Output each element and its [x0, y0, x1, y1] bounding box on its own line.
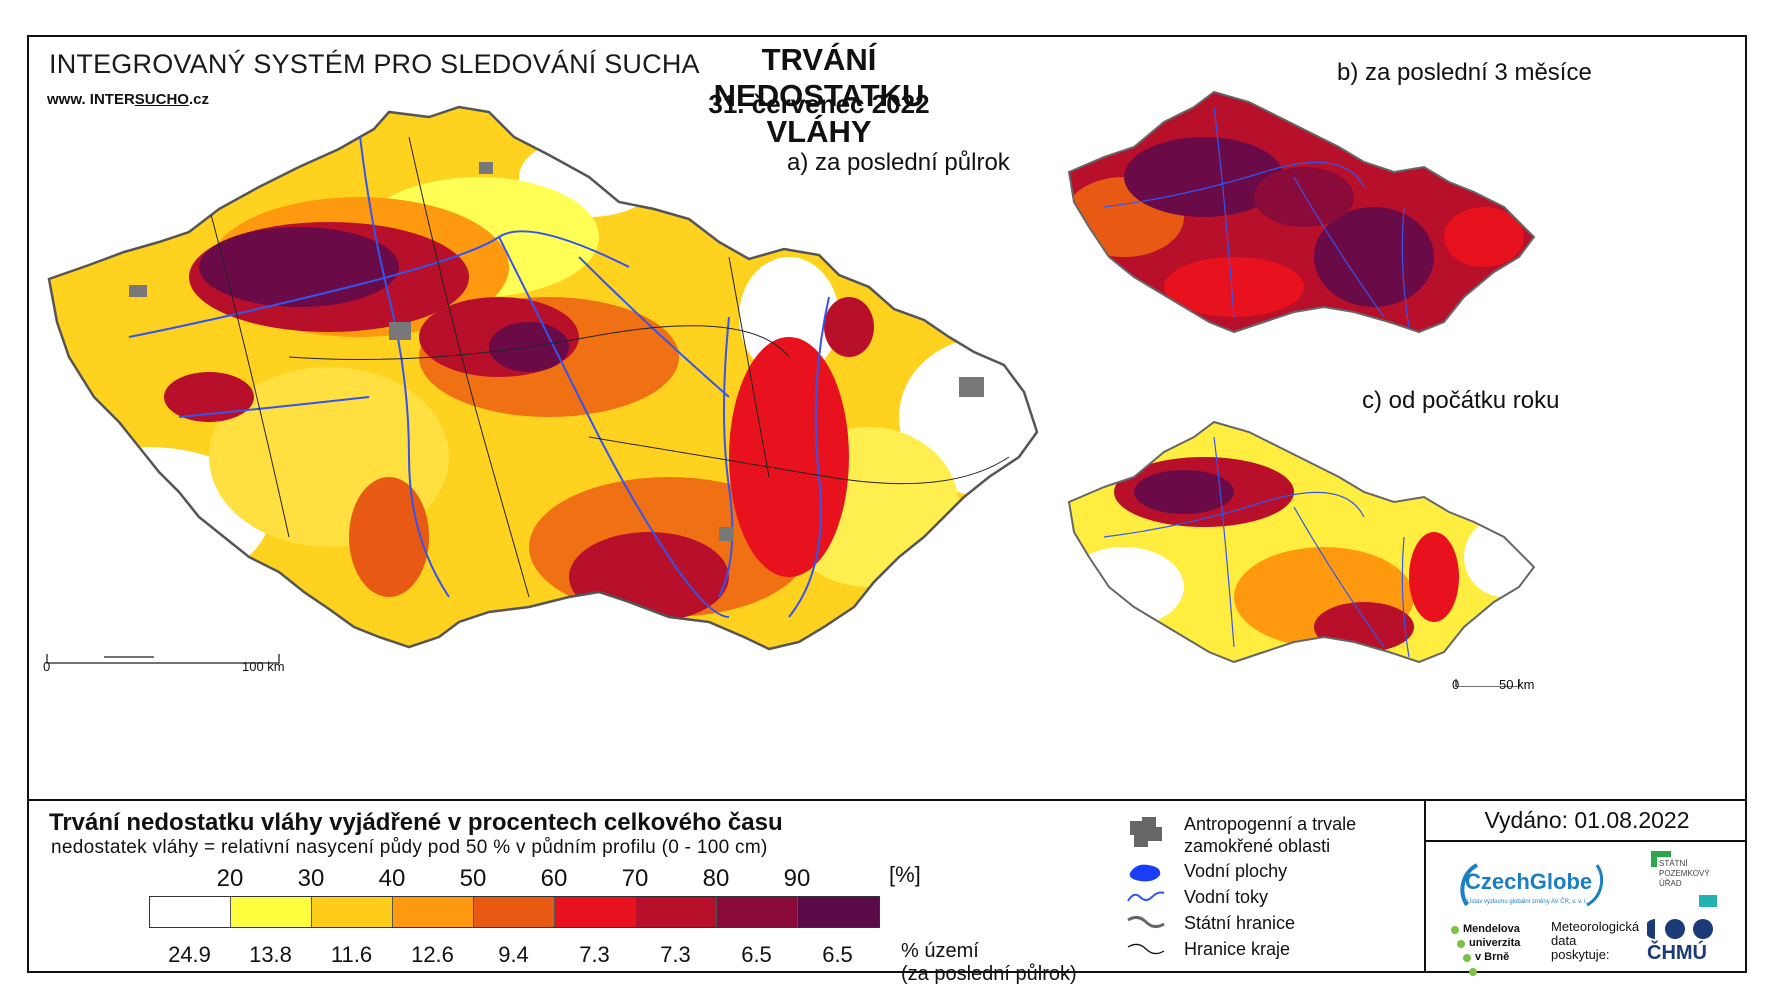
legend-percent-value: 7.3: [579, 942, 610, 967]
main-scale-end: 100 km: [242, 659, 285, 674]
footer-divider: [1424, 799, 1426, 971]
mendelu-line3: v Brně: [1475, 951, 1510, 963]
legend-percent-value: 24.9: [168, 942, 211, 967]
legend-percent-value: 7.3: [660, 942, 691, 967]
main-scalebar: [46, 654, 280, 664]
legend-percent-value: 6.5: [822, 942, 853, 967]
legend-swatch: [798, 897, 879, 927]
legend-swatch: [717, 897, 798, 927]
meteo-line2: data: [1551, 933, 1577, 948]
issued-divider: [1426, 840, 1745, 842]
panel-a-label: a) za poslední půlrok: [787, 149, 1010, 176]
url-prefix: www. INTER: [47, 91, 135, 108]
mendelu-line2: univerzita: [1469, 937, 1521, 949]
legend-threshold-label: 70: [621, 865, 649, 892]
legend-percent-value: 11.6: [330, 942, 373, 967]
map-last-3-months: [1067, 90, 1536, 334]
legend-percent-value: 6.5: [741, 942, 772, 967]
map-title: TRVÁNÍ NEDOSTATKU VLÁHY: [713, 42, 925, 149]
legend-swatch: [231, 897, 312, 927]
chmu-symbol-icon: [1645, 919, 1713, 939]
region-border-icon: [1127, 943, 1165, 955]
legend-threshold-label: 90: [783, 865, 811, 892]
legend-threshold-label: 60: [540, 865, 568, 892]
percent-label-line1: % území: [901, 940, 979, 962]
percent-label-line2: (za poslední půlrok): [901, 963, 1077, 985]
legend-swatch: [555, 897, 636, 927]
chmu-text: ČHMÚ: [1647, 942, 1707, 964]
legend-percent-value: 9.4: [498, 942, 529, 967]
legend-threshold-label: 80: [702, 865, 730, 892]
chmu-logo: ČHMÚ: [1645, 917, 1727, 967]
river-icon: [1127, 891, 1165, 902]
czechglobe-subtitle: Ústav výzkumu globální změny AV ČR, v. v…: [1467, 899, 1588, 905]
small-scale-zero: 0: [1452, 677, 1460, 692]
map-date: 31. červenec 2022: [708, 89, 930, 119]
legend-swatch: [150, 897, 231, 927]
map-frame: INTEGROVANÝ SYSTÉM PRO SLEDOVÁNÍ SUCHA w…: [27, 35, 1747, 985]
legend-swatch: [393, 897, 474, 927]
url-highlight: SUCHO: [134, 91, 189, 108]
legend-unit: [%]: [889, 862, 921, 887]
water-body-icon: [1129, 864, 1161, 882]
legend-swatch: [312, 897, 393, 927]
url-suffix: .cz: [188, 91, 209, 108]
legend-region-border: Hranice kraje: [1184, 939, 1291, 959]
legend-swatch: [474, 897, 555, 927]
main-drought-map: [46, 105, 1039, 664]
meteo-data-credit: Meteorologická data poskytuje:: [1551, 920, 1639, 962]
legend-threshold-label: 20: [216, 865, 244, 892]
system-title: INTEGROVANÝ SYSTÉM PRO SLEDOVÁNÍ SUCHA: [49, 49, 700, 79]
czechglobe-name: CzechGlobe: [1465, 869, 1593, 894]
legend-state-border: Státní hranice: [1184, 913, 1296, 933]
legend-percent-value: 12.6: [411, 942, 454, 967]
map-since-year-start: [1067, 420, 1536, 687]
legend-percent-value: 13.8: [249, 942, 292, 967]
legend-threshold-label: 50: [459, 865, 487, 892]
urban-area-icon: [1130, 817, 1162, 847]
czechglobe-arc-icon: [1460, 863, 1604, 907]
legend-urban: Antropogenní a trvale zamokřené oblasti: [1184, 814, 1357, 856]
small-scale-end: 50 km: [1499, 677, 1535, 692]
mendelu-logo: Mendelova univerzita v Brně: [1447, 923, 1537, 993]
czechglobe-logo: CzechGlobe Ústav výzkumu globální změny …: [1447, 855, 1607, 915]
percent-area-label: % území (za poslední půlrok): [901, 940, 1077, 986]
legend-rivers: Vodní toky: [1184, 887, 1269, 907]
website-url[interactable]: www. INTERSUCHO.cz: [47, 91, 209, 108]
spu-shape-icon: [1651, 851, 1717, 907]
legend-threshold-label: 40: [378, 865, 406, 892]
legend-subtitle: nedostatek vláhy = relativní nasycení pů…: [51, 837, 768, 858]
legend-color-scale: [149, 896, 880, 928]
main-scale-zero: 0: [43, 659, 51, 674]
legend-swatch: [636, 897, 717, 927]
state-border-icon: [1127, 915, 1165, 929]
mendelu-line1: Mendelova: [1463, 923, 1520, 935]
meteo-line1: Meteorologická: [1551, 919, 1640, 934]
panel-c-label: c) od počátku roku: [1362, 387, 1560, 414]
issued-date: Vydáno: 01.08.2022: [1484, 807, 1690, 833]
spu-text: STÁTNÍ POZEMKOVÝ ÚŘAD: [1659, 859, 1710, 888]
legend-divider: [29, 799, 1745, 801]
meteo-line3: poskytuje:: [1551, 947, 1610, 962]
legend-water-bodies: Vodní plochy: [1184, 861, 1288, 881]
mendelu-dots-icon: [1451, 926, 1477, 976]
panel-b-label: b) za poslední 3 měsíce: [1337, 59, 1592, 86]
spu-logo: STÁTNÍ POZEMKOVÝ ÚŘAD: [1649, 849, 1719, 909]
legend-title: Trvání nedostatku vláhy vyjádřené v proc…: [49, 809, 783, 836]
legend-threshold-label: 30: [297, 865, 325, 892]
